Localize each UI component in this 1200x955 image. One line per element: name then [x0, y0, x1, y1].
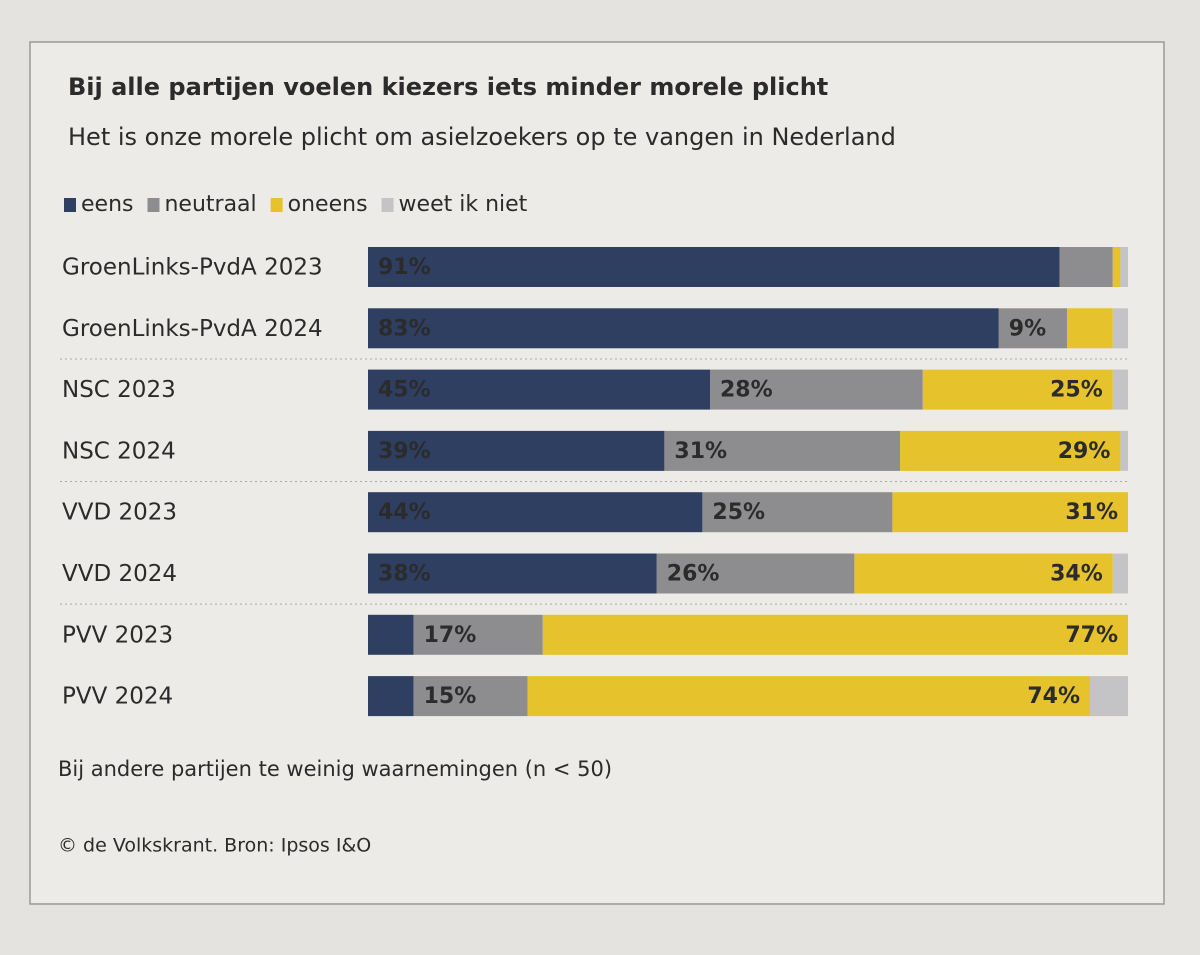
bar-segment [368, 492, 703, 533]
bar-segment [1090, 676, 1128, 717]
value-label: 74% [1027, 684, 1080, 709]
value-label: 17% [424, 623, 477, 648]
bar-segment [664, 430, 900, 471]
y-tick-label: VVD 2023 [62, 500, 177, 526]
legend-label: neutraal [164, 192, 256, 217]
y-tick-label: GroenLinks-PvdA 2023 [62, 255, 323, 281]
bar-segment [998, 308, 1068, 349]
value-label: 83% [378, 316, 431, 341]
bar-segment [1112, 369, 1128, 410]
note: Bij andere partijen te weinig waarneming… [58, 757, 612, 781]
bar-segment [1067, 308, 1113, 349]
value-label: 38% [378, 562, 431, 587]
value-label: 15% [424, 684, 477, 709]
y-tick-label: PVV 2024 [62, 684, 173, 710]
y-tick-label: NSC 2023 [62, 377, 176, 403]
legend-swatch [381, 198, 394, 212]
bar-segment [1120, 247, 1128, 287]
legend-label: weet ik niet [399, 192, 528, 217]
legend-swatch [270, 198, 283, 212]
value-label: 25% [1050, 378, 1103, 403]
bar-segment [368, 676, 414, 717]
bar-segment [527, 676, 1090, 717]
bar-segment [368, 247, 1060, 287]
legend-label: eens [81, 192, 133, 217]
y-tick-label: NSC 2024 [62, 438, 176, 464]
bar-segment [892, 492, 1128, 533]
bar-segment [1120, 430, 1128, 471]
bar-segment [900, 430, 1121, 471]
value-label: 77% [1065, 623, 1118, 648]
bar-segment [710, 369, 923, 410]
value-label: 31% [1065, 500, 1118, 525]
bar-segment [1112, 308, 1128, 349]
bar-segment [1112, 247, 1121, 287]
value-label: 44% [378, 500, 431, 525]
bar-segment [702, 492, 893, 533]
frame [29, 41, 1165, 905]
value-label: 9% [1009, 316, 1046, 341]
bar-segment [413, 676, 528, 717]
value-label: 34% [1050, 562, 1103, 587]
bar-segment [368, 308, 999, 349]
bar-segment [1059, 247, 1113, 287]
bar-segment [368, 553, 657, 594]
value-label: 29% [1058, 439, 1111, 464]
legend-label: oneens [288, 192, 368, 217]
bar-segment [656, 553, 855, 594]
bar-segment [1112, 553, 1128, 594]
bar-segment [368, 430, 665, 471]
bar-segment [368, 369, 710, 410]
bar-segment [368, 614, 414, 655]
value-label: 25% [712, 500, 765, 525]
source: © de Volkskrant. Bron: Ipsos I&O [58, 835, 371, 857]
bar-segment [854, 553, 1113, 594]
value-label: 26% [667, 562, 720, 587]
y-tick-label: PVV 2023 [62, 622, 173, 648]
legend-swatch [64, 198, 76, 212]
value-label: 28% [720, 378, 773, 403]
chart-subtitle: Het is onze morele plicht om asielzoeker… [68, 123, 896, 151]
value-label: 45% [378, 378, 431, 403]
bar-segment [542, 614, 1128, 655]
value-label: 31% [674, 439, 727, 464]
value-label: 91% [378, 255, 431, 280]
chart-title: Bij alle partijen voelen kiezers iets mi… [68, 73, 828, 101]
legend-swatch [147, 198, 160, 212]
bar-segment [922, 369, 1113, 410]
bar-segment [413, 614, 543, 655]
y-tick-label: VVD 2024 [62, 561, 177, 587]
value-label: 39% [378, 439, 431, 464]
y-tick-label: GroenLinks-PvdA 2024 [62, 316, 323, 342]
